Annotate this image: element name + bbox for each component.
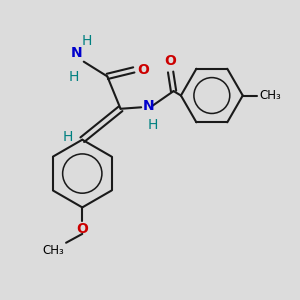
Text: H: H [82, 34, 92, 48]
Text: O: O [165, 54, 176, 68]
Text: O: O [76, 222, 88, 236]
Text: CH₃: CH₃ [43, 244, 64, 257]
Text: H: H [147, 118, 158, 133]
Text: N: N [71, 46, 82, 60]
Text: CH₃: CH₃ [259, 89, 281, 102]
Text: N: N [142, 99, 154, 113]
Text: H: H [62, 130, 73, 144]
Text: H: H [68, 70, 79, 85]
Text: O: O [137, 63, 149, 77]
